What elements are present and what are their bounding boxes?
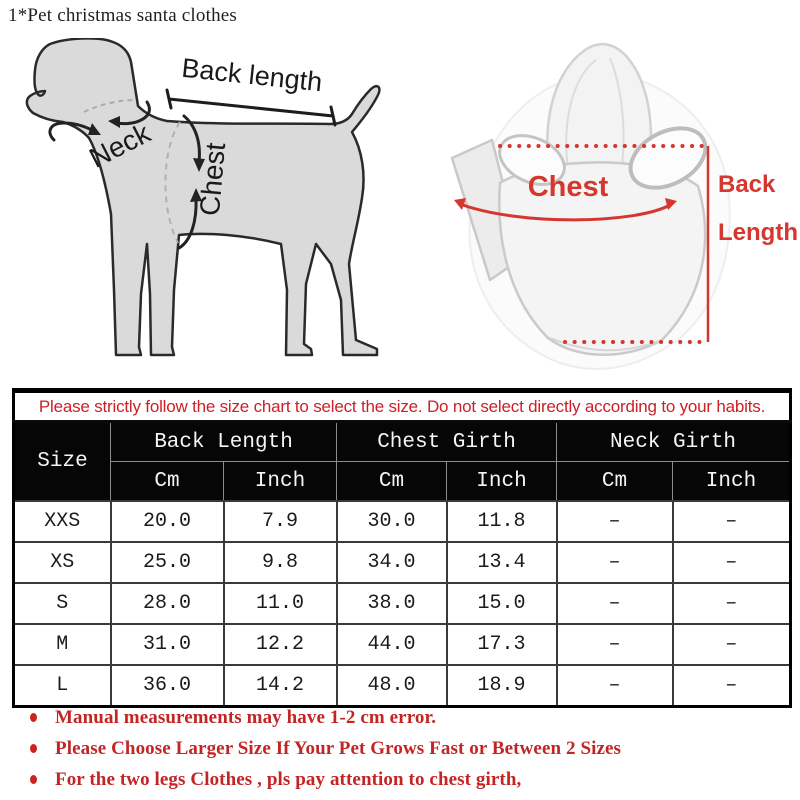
back-length-line <box>165 88 337 127</box>
table-cell: 25.0 <box>109 541 225 584</box>
header-units-row: Cm Inch Cm Inch Cm Inch <box>14 461 792 502</box>
table-cell: – <box>671 541 792 584</box>
dog-measurement-diagram: Back length Neck Chest <box>0 37 400 383</box>
size-cell: S <box>12 582 112 625</box>
size-column-header: Size <box>13 421 111 502</box>
dog-silhouette <box>25 37 381 357</box>
back-length-label: Back length <box>180 53 323 98</box>
neck-arrow-right <box>48 121 94 142</box>
garment-hood-fold <box>565 57 625 169</box>
table-cell: 38.0 <box>335 582 448 625</box>
chest-inch-header: Inch <box>446 461 557 502</box>
note-item: For the two legs Clothes , pls pay atten… <box>30 764 790 795</box>
bullet-icon <box>30 744 37 753</box>
size-cell: XXS <box>12 500 112 543</box>
neck-arrowhead-left <box>108 116 120 128</box>
table-cell: – <box>671 664 792 708</box>
size-cell: L <box>12 664 112 708</box>
table-row-m: M 31.0 12.2 44.0 17.3 – – <box>12 623 792 666</box>
chest-girth-header: Chest Girth <box>336 421 557 462</box>
back-cm-header: Cm <box>110 461 224 502</box>
warning-row: Please strictly follow the size chart to… <box>12 389 792 423</box>
note-text: For the two legs Clothes , pls pay atten… <box>55 768 522 790</box>
neck-dashed-line <box>83 99 137 113</box>
table-cell: 12.2 <box>222 623 338 666</box>
note-text: Please Choose Larger Size If Your Pet Gr… <box>55 737 622 759</box>
table-cell: 44.0 <box>335 623 448 666</box>
garment-length-label: Length <box>718 219 798 246</box>
table-cell: 11.0 <box>222 582 338 625</box>
size-chart-warning: Please strictly follow the size chart to… <box>12 389 792 423</box>
garment-hem-line <box>549 337 663 352</box>
table-cell: 20.0 <box>109 500 225 543</box>
neck-inch-header: Inch <box>671 461 792 502</box>
table-cell: 11.8 <box>445 500 558 543</box>
chest-arrowhead-right <box>665 198 677 210</box>
garment-back-label: Back <box>718 171 776 198</box>
bullet-icon <box>30 713 37 722</box>
chest-arrowhead-up <box>190 188 202 202</box>
table-cell: 31.0 <box>109 623 225 666</box>
neck-arrow-left <box>115 100 151 126</box>
size-table: Please strictly follow the size chart to… <box>12 388 793 708</box>
garment-right-armhole <box>628 126 708 190</box>
dog-illustration: Back length Neck Chest <box>25 37 381 357</box>
table-cell: – <box>671 623 792 666</box>
table-cell: 7.9 <box>222 500 338 543</box>
table-cell: – <box>671 500 792 543</box>
table-cell: 28.0 <box>109 582 225 625</box>
table-cell: – <box>555 664 674 708</box>
size-cell: M <box>12 623 112 666</box>
table-cell: – <box>671 582 792 625</box>
chest-label: Chest <box>194 141 231 217</box>
table-cell: 30.0 <box>335 500 448 543</box>
table-cell: 13.4 <box>445 541 558 584</box>
size-cell: XS <box>12 541 112 584</box>
garment-measurement-diagram: Chest Back Length <box>400 18 800 380</box>
table-cell: 17.3 <box>445 623 558 666</box>
back-length-header: Back Length <box>110 421 337 462</box>
chest-girth-arrow <box>458 202 672 222</box>
table-cell: 18.9 <box>445 664 558 708</box>
neck-cm-header: Cm <box>556 461 673 502</box>
table-row-xxs: XXS 20.0 7.9 30.0 11.8 – – <box>12 500 792 543</box>
table-cell: – <box>555 623 674 666</box>
table-row-xs: XS 25.0 9.8 34.0 13.4 – – <box>12 541 792 584</box>
chest-cm-header: Cm <box>336 461 447 502</box>
table-cell: 34.0 <box>335 541 448 584</box>
table-cell: 9.8 <box>222 541 338 584</box>
chest-arrow-down <box>182 114 201 164</box>
garment-chest-label: Chest <box>528 171 609 203</box>
back-inch-header: Inch <box>223 461 337 502</box>
table-cell: 36.0 <box>109 664 225 708</box>
chest-arrow-up <box>177 196 198 250</box>
table-cell: – <box>555 500 674 543</box>
table-row-l: L 36.0 14.2 48.0 18.9 – – <box>12 664 792 708</box>
neck-arrowhead-right <box>88 123 101 135</box>
table-cell: – <box>555 582 674 625</box>
table-row-s: S 28.0 11.0 38.0 15.0 – – <box>12 582 792 625</box>
chest-arrowhead-left <box>454 198 466 210</box>
table-cell: 14.2 <box>222 664 338 708</box>
chest-dashed-arc <box>164 121 181 244</box>
note-item: Please Choose Larger Size If Your Pet Gr… <box>30 733 790 764</box>
chest-arrowhead-down <box>193 158 205 172</box>
neck-girth-header: Neck Girth <box>555 421 792 462</box>
note-item: Manual measurements may have 1-2 cm erro… <box>30 702 790 733</box>
garment-photo: Chest Back Length <box>450 42 798 370</box>
bullet-icon <box>30 775 37 784</box>
header-group-row: Size Back Length Chest Girth Neck Girth <box>13 421 792 502</box>
page-title: 1*Pet christmas santa clothes <box>8 5 238 26</box>
note-text: Manual measurements may have 1-2 cm erro… <box>55 706 437 728</box>
size-notes: Manual measurements may have 1-2 cm erro… <box>30 702 790 795</box>
table-cell: 48.0 <box>335 664 448 708</box>
table-cell: 15.0 <box>445 582 558 625</box>
table-cell: – <box>555 541 674 584</box>
